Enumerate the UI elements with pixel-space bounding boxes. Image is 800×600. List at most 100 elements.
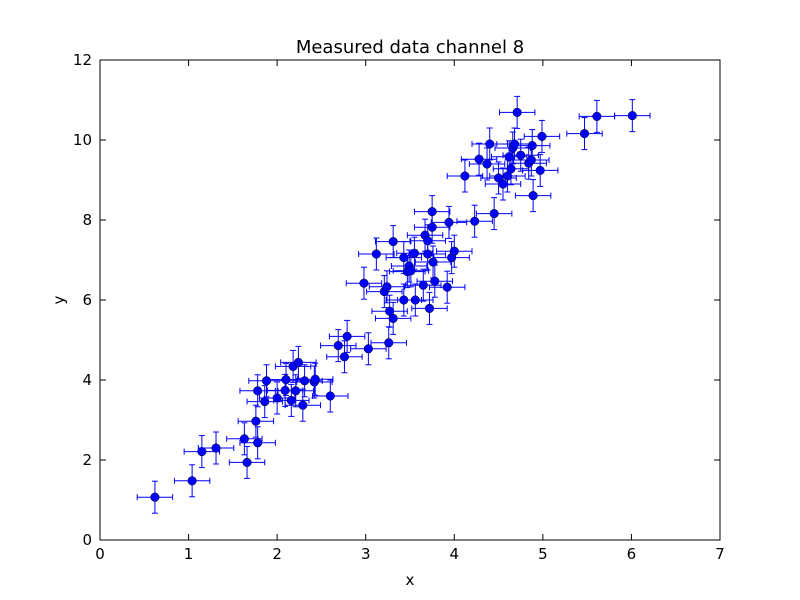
data-point-group [297, 362, 334, 396]
data-point-group [498, 95, 536, 129]
data-point [253, 386, 263, 396]
data-point-group [173, 464, 211, 498]
data-point [502, 171, 512, 181]
data-point-group [614, 99, 651, 133]
data-point-group [371, 294, 408, 328]
data-point-group [392, 254, 430, 288]
data-point-group [521, 153, 559, 187]
y-tick-label: 0 [82, 531, 92, 549]
data-point-group [345, 266, 383, 300]
data-point [406, 266, 416, 276]
x-tick-label: 7 [715, 545, 725, 563]
data-point-group [413, 210, 451, 244]
plot-frame [99, 59, 721, 541]
data-point-group [358, 237, 395, 271]
data-point-group [411, 291, 448, 325]
data-point [537, 131, 547, 141]
data-point [627, 111, 637, 121]
data-point [516, 150, 526, 160]
data-point-group [397, 283, 434, 317]
data-point [489, 209, 499, 219]
data-point [423, 249, 433, 259]
data-point-group [514, 179, 552, 213]
y-axis-label: y [50, 295, 68, 304]
data-point [281, 375, 291, 385]
data-point [310, 374, 320, 384]
data-point-group [286, 364, 323, 398]
x-tick-label: 5 [538, 545, 548, 563]
data-point [535, 165, 545, 175]
data-point [382, 282, 392, 292]
data-point [286, 395, 296, 405]
y-tick-label: 8 [82, 211, 92, 229]
data-point-group [409, 237, 446, 271]
data-point-group [368, 270, 406, 304]
data-point [428, 257, 438, 267]
data-point [150, 492, 160, 502]
data-point-group [370, 326, 407, 360]
data-point [592, 111, 602, 121]
data-point-group [136, 480, 174, 514]
data-point [242, 457, 252, 467]
data-point [253, 438, 263, 448]
x-tick-label: 4 [450, 545, 460, 563]
x-tick-label: 2 [272, 545, 282, 563]
y-tick-label: 4 [82, 371, 92, 389]
data-point [485, 139, 495, 149]
data-points-layer [136, 95, 651, 514]
data-point-group [456, 204, 493, 238]
data-point-group [237, 404, 275, 438]
data-point-group [405, 268, 442, 302]
data-point [430, 276, 440, 286]
x-tick-label: 3 [361, 545, 371, 563]
data-point-group [514, 129, 551, 163]
data-point-group [197, 431, 235, 465]
data-point [498, 179, 508, 189]
data-point-group [446, 159, 484, 193]
data-point [239, 434, 249, 444]
data-point-group [460, 142, 498, 176]
data-point-group [566, 117, 603, 151]
chart-title: Measured data channel 8 [296, 37, 524, 58]
data-point-group [471, 127, 508, 161]
data-point [187, 476, 197, 486]
data-point-group [523, 119, 561, 153]
data-point [197, 447, 207, 457]
data-point [526, 155, 536, 165]
data-point-group [228, 445, 266, 479]
data-point-group [366, 275, 403, 309]
data-point [385, 306, 395, 316]
data-point [442, 282, 452, 292]
data-point-group [468, 147, 506, 181]
data-point [418, 280, 428, 290]
data-point-group [502, 138, 539, 172]
y-tick-label: 10 [73, 131, 92, 149]
data-point [298, 400, 308, 410]
data-point [211, 443, 221, 453]
data-point [260, 397, 270, 407]
x-tick-label: 6 [627, 545, 637, 563]
data-point [388, 313, 398, 323]
data-point-group [284, 388, 322, 422]
data-point [449, 246, 459, 256]
data-point-group [350, 332, 387, 366]
data-point [424, 303, 435, 313]
data-point [261, 376, 272, 386]
data-point-group [374, 301, 412, 335]
y-tick-label: 12 [73, 51, 92, 69]
data-point [300, 376, 310, 386]
data-point [272, 393, 282, 403]
data-point-group [436, 234, 473, 268]
data-point [342, 331, 352, 341]
data-point [251, 416, 261, 426]
data-point [512, 107, 522, 117]
data-point [325, 391, 335, 401]
data-point-group [226, 422, 263, 456]
x-tick-label: 1 [184, 545, 194, 563]
data-point [482, 159, 492, 169]
data-point [339, 352, 350, 362]
data-point [474, 154, 484, 164]
data-point [359, 278, 369, 288]
data-point [371, 249, 381, 259]
